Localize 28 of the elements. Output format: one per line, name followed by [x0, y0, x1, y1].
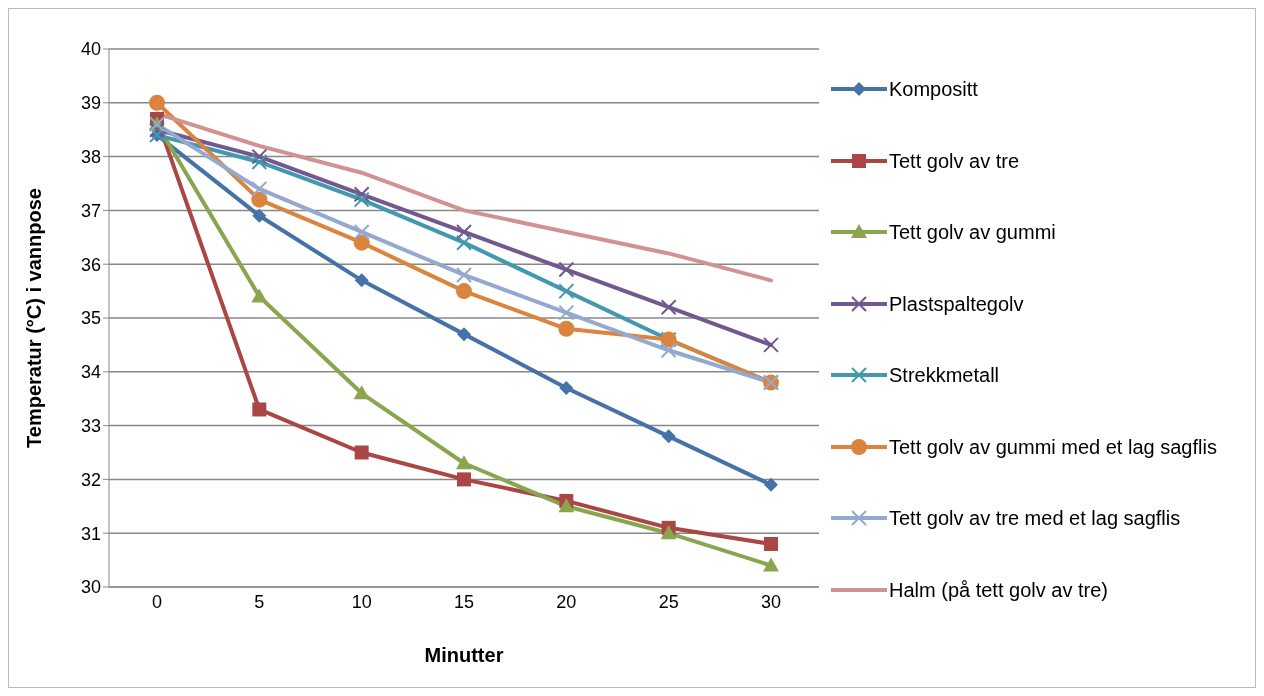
legend-label: Tett golv av tre: [889, 148, 1020, 173]
y-tick-label: 33: [80, 415, 101, 436]
x-tick-label: 5: [254, 591, 265, 612]
y-tick-label: 36: [80, 254, 101, 275]
y-tick-label: 37: [80, 200, 101, 221]
y-tick-label: 32: [80, 469, 101, 490]
x-tick-label: 10: [351, 591, 372, 612]
x-tick-label: 0: [151, 591, 163, 612]
x-tick-label: 20: [556, 591, 577, 612]
x-tick-label: 30: [760, 591, 782, 612]
y-tick-label: 39: [80, 93, 101, 114]
y-tick-label: 31: [80, 523, 101, 544]
legend-label: Tett golv av tre med et lag sagflis: [889, 506, 1181, 530]
y-tick-label: 30: [80, 577, 101, 598]
x-axis-title: Minutter: [424, 644, 504, 666]
x-tick-label: 25: [658, 591, 679, 612]
y-tick-label: 35: [80, 308, 101, 329]
y-tick-label: 38: [80, 146, 101, 167]
x-tick-label: 15: [453, 591, 475, 612]
y-tick-label: 40: [80, 39, 101, 60]
legend-label: Plastspaltegolv: [889, 291, 1024, 316]
legend-label: Kompositt: [889, 77, 978, 101]
legend-label: Strekkmetall: [889, 363, 1000, 387]
legend-label: Tett golv av gummi: [889, 220, 1056, 244]
y-tick-label: 34: [80, 362, 101, 383]
legend-label: Halm (på tett golv av tre): [889, 577, 1108, 602]
y-axis-title: Temperatur (°C) i vannpose: [23, 188, 46, 448]
legend-label: Tett golv av gummi med et lag sagflis: [889, 434, 1217, 459]
